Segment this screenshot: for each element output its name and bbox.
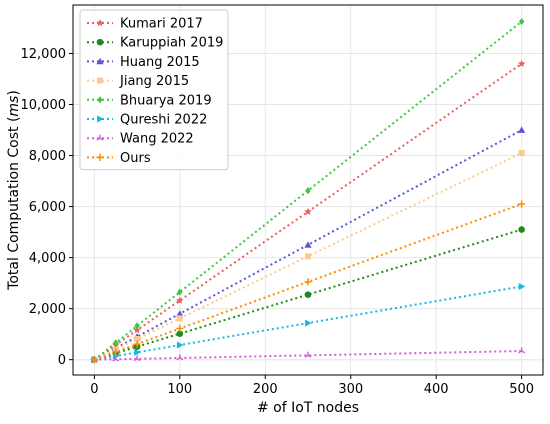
data-point (518, 17, 525, 26)
y-axis-title: Total Computation Cost (ms) (6, 90, 22, 291)
y-axis-title-prefix: Total Computation Cost ( (6, 117, 22, 291)
series-lines (93, 20, 523, 361)
legend-label: Ours (120, 151, 151, 166)
series-line-7 (94, 203, 522, 361)
legend-label: Bhuarya 2019 (120, 93, 212, 108)
x-tick-label: 0 (90, 382, 98, 397)
y-tick-label: 2,000 (29, 302, 66, 317)
data-point (133, 355, 141, 362)
data-point (304, 241, 312, 248)
x-tick-label: 500 (509, 382, 534, 397)
legend-marker (97, 77, 103, 84)
data-point (305, 319, 312, 327)
data-point (304, 351, 312, 358)
data-point (305, 253, 311, 260)
legend-marker (96, 19, 104, 27)
legend-label: Qureshi 2022 (120, 113, 207, 128)
legend-box (79, 9, 229, 171)
y-axis-ticks: 0 2,000 4,000 6,000 8,000 10,000 12,000 (21, 47, 73, 368)
legend-label: Karuppiah 2019 (120, 36, 223, 51)
legend-label: Kumari 2017 (120, 17, 203, 32)
legend-marker (97, 96, 103, 104)
legend-label: Jiang 2015 (119, 74, 189, 89)
data-point (518, 126, 526, 133)
series-line-1 (94, 228, 522, 361)
grid-lines (73, 5, 543, 375)
data-point (517, 59, 526, 67)
x-tick-label: 100 (167, 382, 192, 397)
x-tick-label: 200 (253, 382, 278, 397)
data-point (518, 150, 525, 156)
data-point (176, 310, 184, 317)
legend: Kumari 2017 Karuppiah 2019 Huang 2015 Jiang… (79, 9, 229, 171)
x-axis-ticks: 0 100 200 300 400 500 (90, 375, 534, 397)
legend-marker (96, 57, 104, 65)
data-point (304, 291, 312, 298)
series-line-0 (93, 62, 523, 361)
legend-marker (96, 153, 104, 161)
data-point (176, 315, 183, 322)
data-point (305, 187, 311, 195)
data-point (518, 347, 526, 354)
y-tick-label: 10,000 (21, 98, 67, 113)
y-axis-title-suffix: ) (6, 90, 22, 95)
data-point (176, 296, 184, 304)
y-axis-title-unit: ms (6, 96, 22, 117)
y-tick-label: 6,000 (29, 200, 66, 215)
data-point (90, 356, 98, 364)
legend-marker (97, 115, 104, 123)
data-point (134, 322, 140, 330)
legend-label: Wang 2022 (120, 132, 194, 147)
y-tick-label: 4,000 (29, 251, 66, 266)
x-axis-title: # of IoT nodes (257, 400, 359, 416)
data-point (518, 200, 526, 208)
plot-frame (72, 4, 544, 376)
data-point (134, 348, 141, 356)
series-line-5 (94, 285, 522, 361)
data-point (176, 354, 184, 361)
data-point (113, 339, 119, 347)
y-tick-label: 8,000 (29, 149, 66, 164)
y-tick-label: 12,000 (21, 47, 67, 62)
data-point (133, 340, 141, 348)
x-tick-label: 400 (424, 382, 449, 397)
x-tick-label: 300 (338, 382, 363, 397)
data-point (112, 348, 120, 356)
data-point (176, 341, 184, 349)
data-point (304, 278, 312, 286)
data-point (133, 326, 141, 334)
legend-marker (96, 38, 104, 46)
legend-label: Huang 2015 (120, 55, 200, 70)
series-markers (90, 17, 526, 364)
data-point (304, 207, 312, 215)
data-point (518, 226, 525, 233)
data-point (112, 355, 120, 362)
data-point (134, 336, 141, 343)
data-point (518, 282, 526, 291)
legend-marker (96, 134, 104, 141)
y-tick-label: 0 (58, 353, 66, 368)
series-line-3 (93, 152, 523, 361)
data-point (176, 330, 184, 337)
data-point (177, 288, 183, 296)
data-point (176, 324, 184, 333)
series-line-4 (93, 20, 523, 361)
